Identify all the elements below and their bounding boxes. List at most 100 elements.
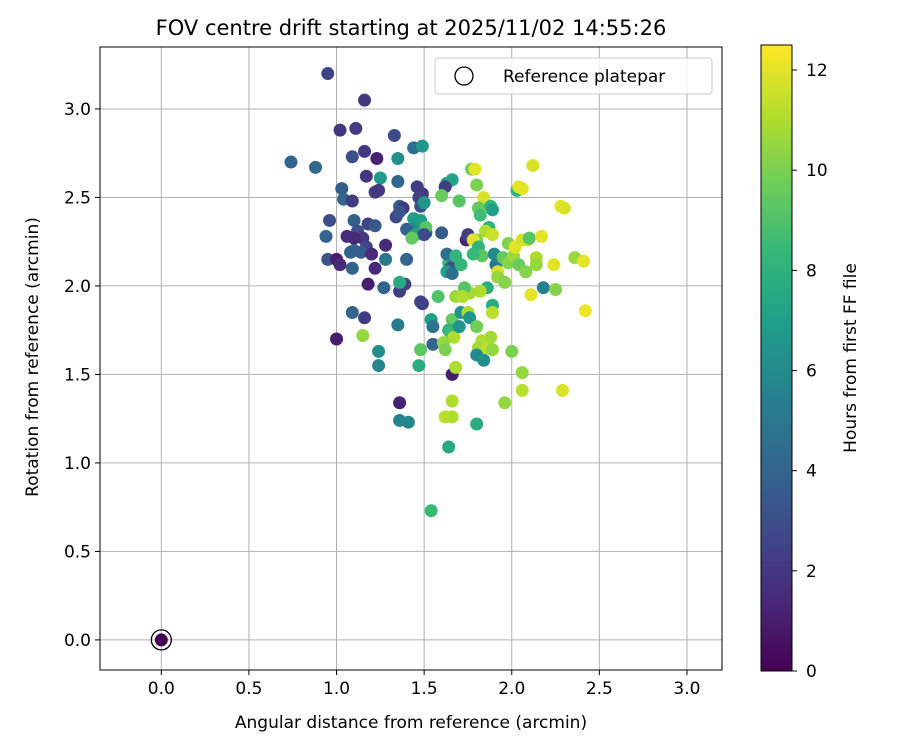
data-point bbox=[470, 320, 484, 334]
data-point bbox=[485, 343, 499, 357]
data-point bbox=[358, 311, 372, 325]
data-point bbox=[449, 360, 463, 374]
data-point bbox=[438, 343, 452, 357]
data-point bbox=[484, 330, 498, 344]
data-point bbox=[447, 330, 461, 344]
data-point bbox=[333, 123, 347, 137]
data-point bbox=[577, 254, 591, 268]
data-point bbox=[529, 258, 543, 272]
data-point bbox=[473, 284, 487, 298]
y-tick-label: 1.5 bbox=[64, 365, 91, 385]
data-point bbox=[417, 196, 431, 210]
data-point bbox=[417, 228, 431, 242]
data-point bbox=[426, 337, 440, 351]
data-point bbox=[365, 247, 379, 261]
data-point bbox=[393, 275, 407, 289]
data-point bbox=[347, 244, 361, 258]
plot-background bbox=[100, 47, 722, 670]
data-point bbox=[557, 201, 571, 215]
data-point bbox=[485, 228, 499, 242]
data-point bbox=[319, 229, 333, 243]
data-point bbox=[359, 169, 373, 183]
data-point bbox=[522, 231, 536, 245]
data-point bbox=[335, 182, 349, 196]
data-point bbox=[442, 440, 456, 454]
data-point bbox=[454, 258, 468, 272]
data-point bbox=[463, 311, 477, 325]
y-tick-label: 2.5 bbox=[64, 188, 91, 208]
chart-title: FOV centre drift starting at 2025/11/02 … bbox=[156, 16, 667, 40]
colorbar-tick-label: 2 bbox=[806, 562, 817, 582]
data-point bbox=[368, 219, 382, 233]
data-point bbox=[391, 175, 405, 189]
data-point bbox=[470, 417, 484, 431]
data-point bbox=[387, 128, 401, 142]
data-point bbox=[373, 171, 387, 185]
data-point bbox=[393, 205, 407, 219]
data-point bbox=[549, 282, 563, 296]
data-point bbox=[368, 261, 382, 275]
colorbar-scale bbox=[760, 44, 793, 672]
data-point bbox=[412, 359, 426, 373]
x-tick-label: 2.0 bbox=[498, 679, 525, 699]
y-tick-label: 3.0 bbox=[64, 100, 91, 120]
data-point bbox=[333, 258, 347, 272]
data-point bbox=[358, 93, 372, 107]
data-point bbox=[361, 277, 375, 291]
data-point bbox=[445, 410, 459, 424]
data-point bbox=[377, 281, 391, 295]
data-point bbox=[415, 139, 429, 153]
data-point bbox=[505, 344, 519, 358]
colorbar-tick-label: 12 bbox=[806, 61, 828, 81]
colorbar-label: Hours from first FF file bbox=[841, 263, 861, 453]
data-point bbox=[498, 275, 512, 289]
data-point bbox=[468, 162, 482, 176]
data-point bbox=[424, 504, 438, 518]
data-point bbox=[330, 332, 344, 346]
y-axis-label: Rotation from reference (arcmin) bbox=[23, 217, 43, 497]
x-axis-label: Angular distance from reference (arcmin) bbox=[235, 713, 587, 733]
data-point bbox=[466, 247, 480, 261]
data-point bbox=[323, 213, 337, 227]
reference-platepar-marker bbox=[150, 629, 172, 651]
data-point bbox=[400, 252, 414, 266]
data-point bbox=[515, 366, 529, 380]
data-point bbox=[470, 178, 484, 192]
data-point bbox=[379, 238, 393, 252]
x-tick-label: 0.5 bbox=[235, 679, 262, 699]
data-point bbox=[391, 318, 405, 332]
x-tick-label: 0.0 bbox=[148, 679, 175, 699]
colorbar-tick-label: 0 bbox=[806, 662, 817, 682]
data-point bbox=[456, 290, 470, 304]
data-point bbox=[477, 190, 491, 204]
x-tick-label: 3.0 bbox=[673, 679, 700, 699]
data-point bbox=[473, 208, 487, 222]
data-point bbox=[524, 288, 538, 302]
data-point bbox=[426, 320, 440, 334]
data-point bbox=[536, 281, 550, 295]
data-point bbox=[405, 231, 419, 245]
y-tick-label: 0.5 bbox=[64, 542, 91, 562]
legend-entry-reference-platepar: Reference platepar bbox=[503, 67, 665, 87]
data-point bbox=[358, 144, 372, 158]
data-point bbox=[477, 353, 491, 367]
data-point bbox=[345, 194, 359, 208]
data-point bbox=[578, 304, 592, 318]
data-point bbox=[414, 295, 428, 309]
data-point bbox=[414, 343, 428, 357]
reference-data-point bbox=[154, 633, 168, 647]
x-tick-label: 1.0 bbox=[323, 679, 350, 699]
data-point bbox=[547, 258, 561, 272]
data-point bbox=[435, 226, 449, 240]
plot-frame bbox=[99, 46, 723, 671]
data-point bbox=[519, 265, 533, 279]
colorbar-tick-label: 4 bbox=[806, 462, 817, 482]
data-point bbox=[349, 121, 363, 135]
colorbar: 0 2 4 6 8 10 12 bbox=[760, 44, 828, 682]
x-tick-label: 2.5 bbox=[586, 679, 613, 699]
x-tick-label: 1.5 bbox=[411, 679, 438, 699]
data-point bbox=[485, 203, 499, 217]
data-point bbox=[515, 383, 529, 397]
data-point bbox=[526, 159, 540, 173]
